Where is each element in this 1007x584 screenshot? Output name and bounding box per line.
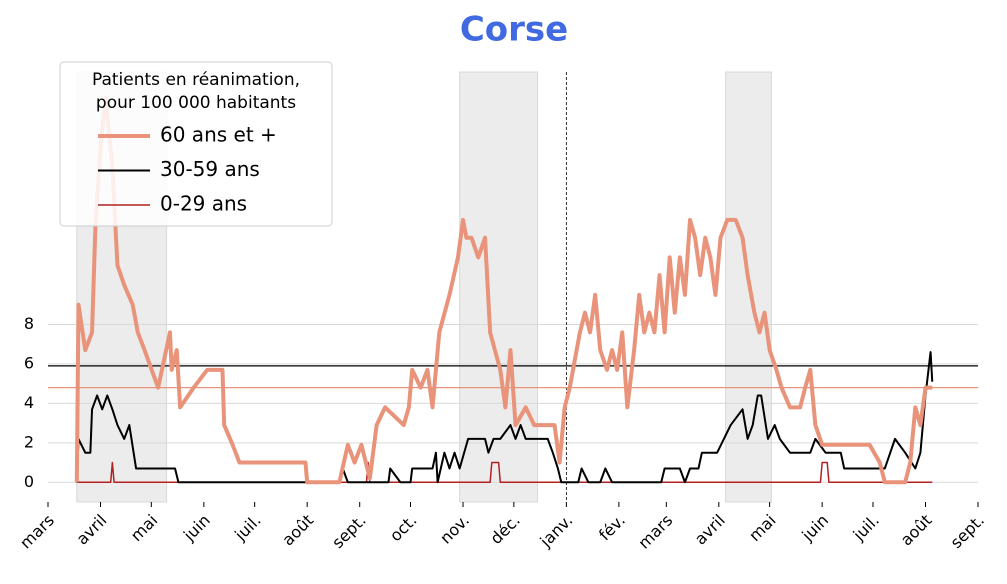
x-tick-label: sept. xyxy=(947,511,989,553)
legend-title: pour 100 000 habitants xyxy=(96,93,296,113)
x-tick-label: août xyxy=(897,511,936,550)
x-tick-label: avril xyxy=(73,511,111,549)
y-tick-label: 4 xyxy=(24,393,34,412)
x-tick-label: mai xyxy=(745,511,780,546)
x-tick-label: août xyxy=(278,511,317,550)
x-tick-label: janv. xyxy=(536,511,577,552)
series-line xyxy=(76,461,933,484)
x-tick-label: sept. xyxy=(328,511,370,553)
x-tick-label: mars xyxy=(634,511,676,553)
series-line xyxy=(75,351,934,484)
x-tick-label: avril xyxy=(691,511,729,549)
x-tick-label: fév. xyxy=(595,511,629,545)
y-tick-label: 6 xyxy=(24,353,34,372)
chart-title: Corse xyxy=(460,10,568,50)
x-tick-label: juin xyxy=(179,511,214,546)
x-tick-label: nov. xyxy=(436,511,473,548)
x-tick-label: mai xyxy=(127,511,162,546)
legend-label: 0-29 ans xyxy=(160,192,247,216)
y-tick-label: 0 xyxy=(24,472,34,491)
legend: Patients en réanimation, pour 100 000 hab… xyxy=(59,61,333,227)
x-tick-label: juil. xyxy=(230,511,264,545)
x-tick-label: juil. xyxy=(849,511,883,545)
lockdown-period xyxy=(459,71,539,503)
legend-box xyxy=(59,61,333,227)
y-tick-label: 2 xyxy=(24,432,34,451)
series-line xyxy=(74,95,933,485)
legend-title: Patients en réanimation, xyxy=(92,70,300,90)
x-tick-label: juin xyxy=(797,511,832,546)
legend-label: 60 ans et + xyxy=(160,123,277,147)
x-tick-label: déc. xyxy=(486,511,523,548)
x-tick-label: mars xyxy=(16,511,58,553)
x-tick-label: oct. xyxy=(386,511,421,546)
legend-label: 30-59 ans xyxy=(160,157,260,181)
y-tick-label: 8 xyxy=(24,314,34,333)
